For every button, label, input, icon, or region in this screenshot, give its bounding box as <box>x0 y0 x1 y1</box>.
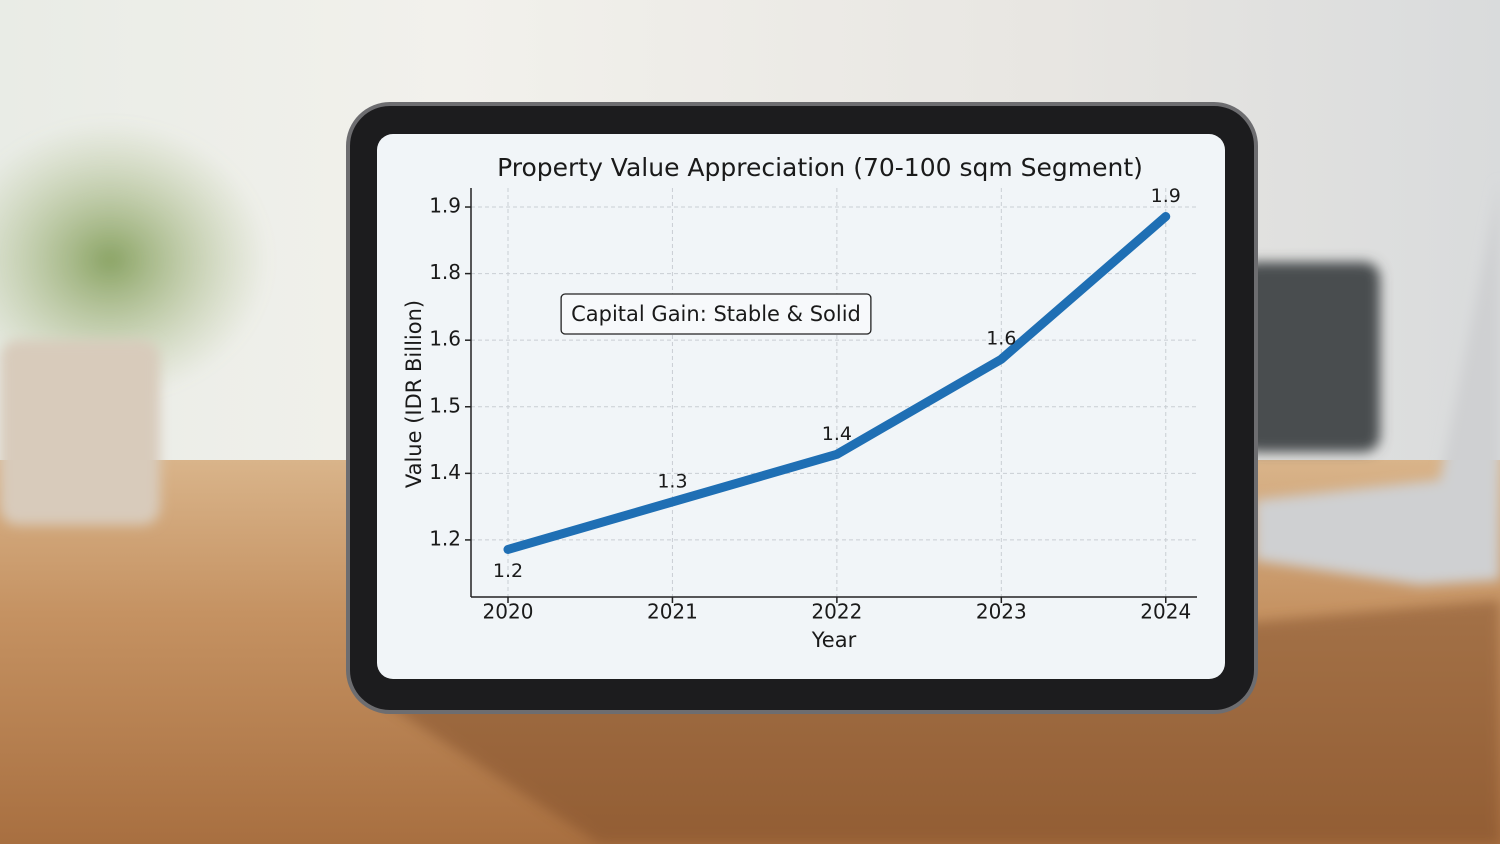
x-tick-label: 2023 <box>976 600 1027 624</box>
y-axis-label: Value (IDR Billion) <box>402 300 426 488</box>
data-label: 1.9 <box>1151 185 1181 207</box>
y-tick-label: 1.6 <box>429 327 461 351</box>
chair <box>1240 262 1380 452</box>
y-tick-label: 1.8 <box>429 260 461 284</box>
laptop <box>1255 180 1500 585</box>
x-tick-label: 2020 <box>483 600 534 624</box>
annotation: Capital Gain: Stable & Solid <box>571 302 861 326</box>
chart-title: Property Value Appreciation (70-100 sqm … <box>497 153 1143 182</box>
plant <box>0 120 270 400</box>
data-label: 1.4 <box>822 423 852 445</box>
line <box>503 212 1171 554</box>
data-label: 1.2 <box>493 560 523 582</box>
data-label: 1.6 <box>986 328 1016 350</box>
x-tick-label: 2021 <box>647 600 698 624</box>
y-tick-label: 1.2 <box>429 526 461 550</box>
data-label: 1.3 <box>657 470 687 492</box>
x-tick-label: 2024 <box>1140 600 1191 624</box>
y-tick-label: 1.4 <box>429 460 461 484</box>
x-axis-label: Year <box>811 628 857 652</box>
annotation-box <box>560 293 872 335</box>
pot <box>0 340 160 525</box>
x-tick-label: 2022 <box>811 600 862 624</box>
y-tick-label: 1.9 <box>429 194 461 218</box>
plot: 1.2 1.4 1.5 1.6 1.8 1.9 2020 2021 2022 2023 2024 Ca… <box>429 185 1197 624</box>
y-tick-label: 1.5 <box>429 393 461 417</box>
